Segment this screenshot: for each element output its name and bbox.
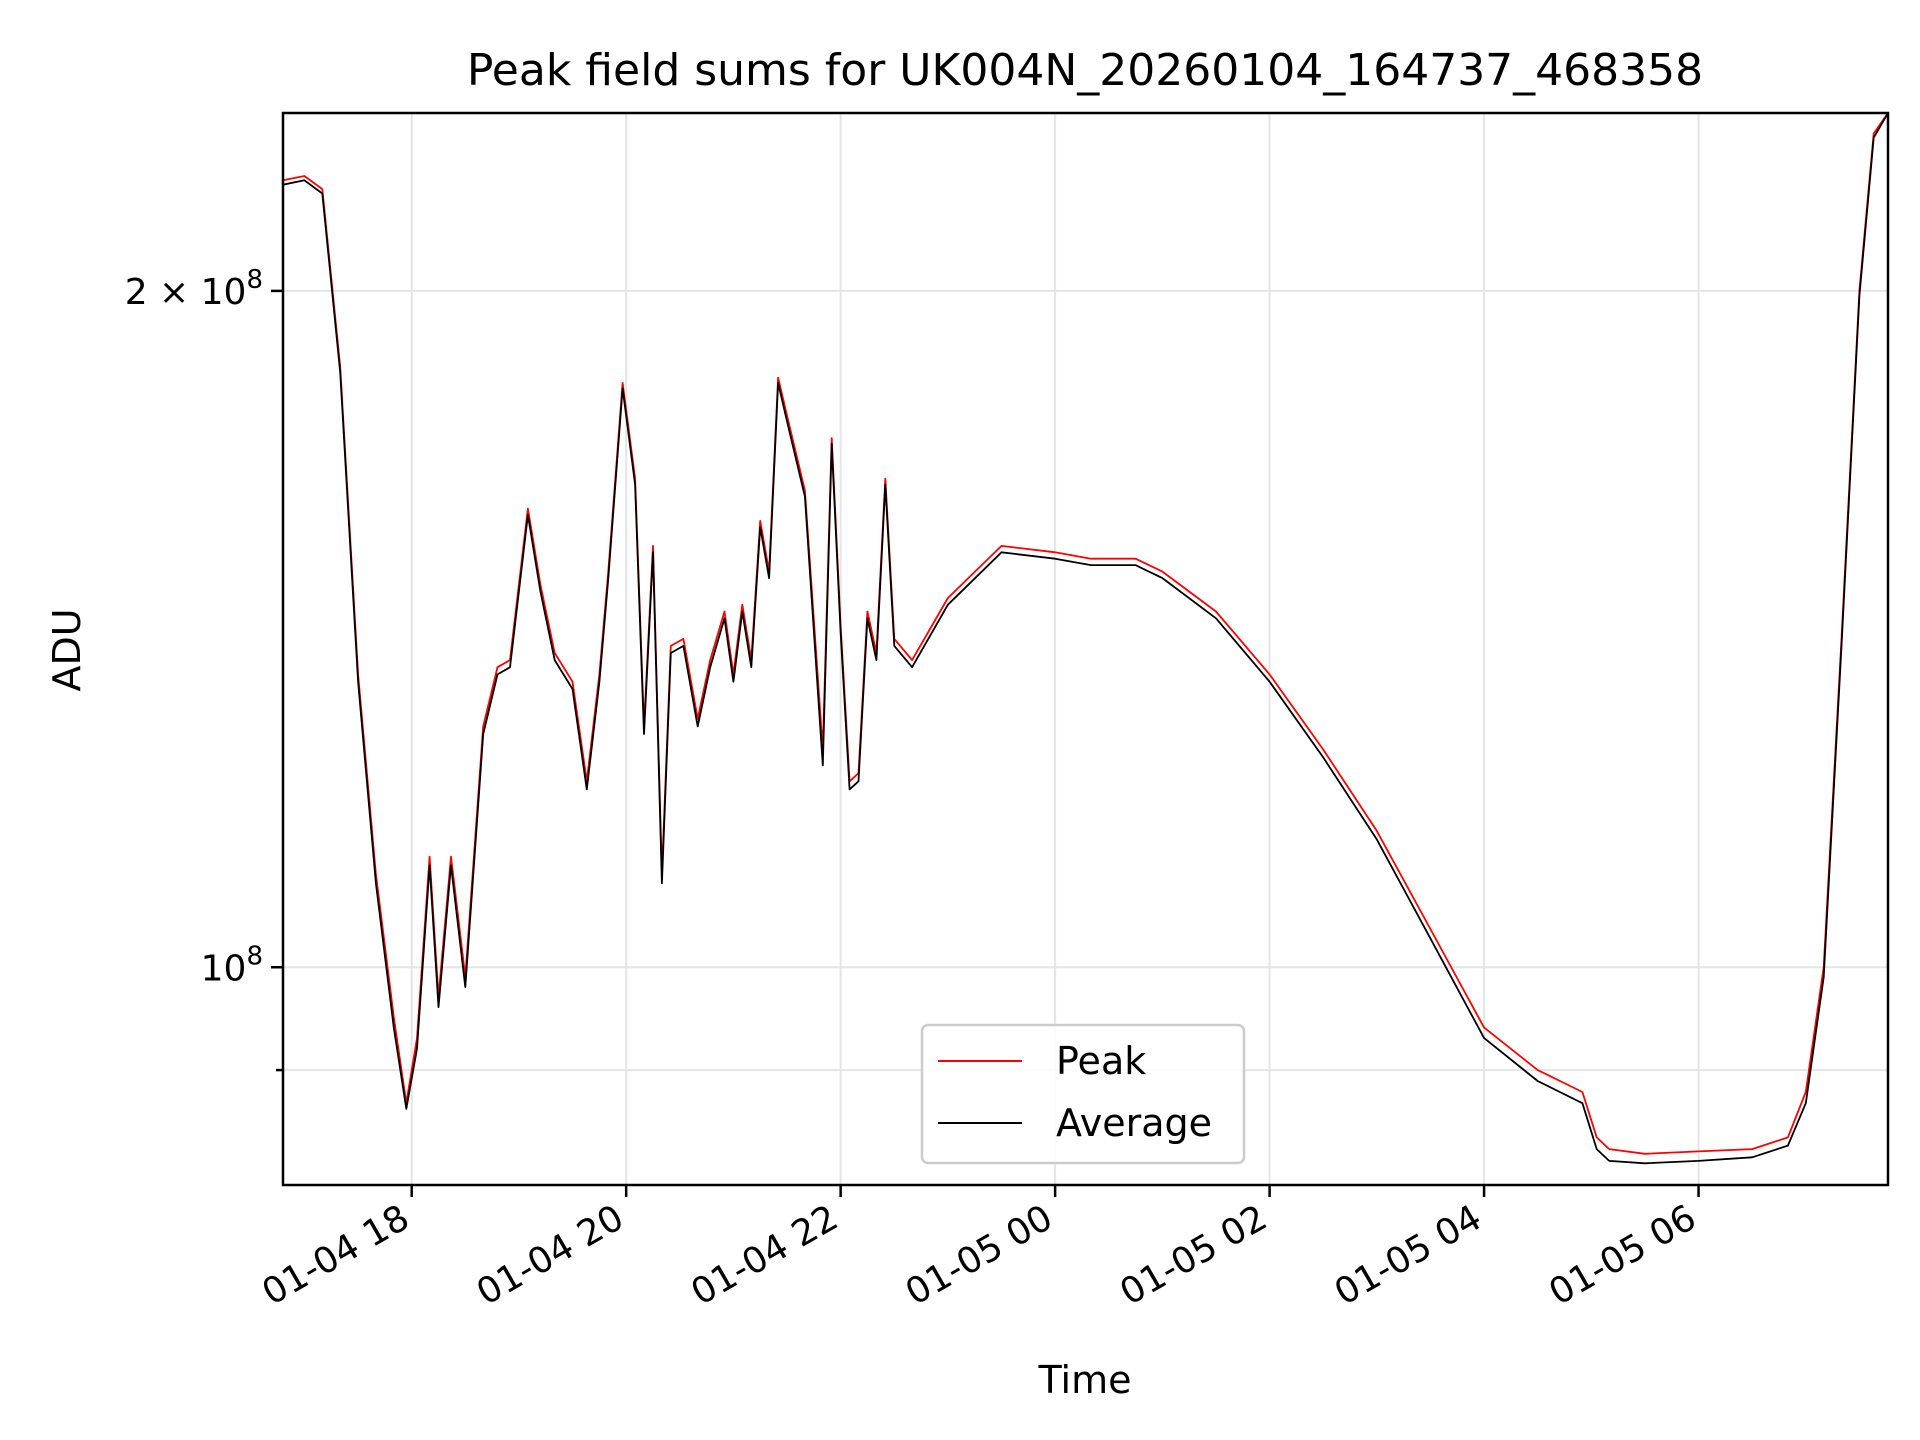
legend: Peak Average [920, 1023, 1246, 1165]
y-tick-label: 2 × 108 [125, 265, 263, 313]
x-tick-label: 01-05 04 [1328, 1197, 1489, 1313]
series-line-peak [283, 113, 1888, 1155]
x-tick-label: 01-04 20 [470, 1197, 631, 1313]
y-tick-exponent: 8 [246, 941, 263, 971]
plot-frame [281, 111, 1890, 1187]
legend-label-average: Average [1056, 1101, 1212, 1145]
legend-box [920, 1023, 1246, 1165]
x-tick-label: 01-04 22 [684, 1197, 845, 1313]
x-axis-ticks: 01-04 18 01-04 20 01-04 22 01-05 00 01-05 02… [256, 1185, 1703, 1314]
chart-title: Peak field sums for UK004N_20260104_1647… [467, 45, 1703, 96]
x-tick-label: 01-05 00 [899, 1197, 1060, 1313]
x-tick-label: 01-05 06 [1542, 1197, 1703, 1313]
series-layer [283, 113, 1888, 1165]
x-axis-label: Time [1038, 1358, 1132, 1402]
legend-label-peak: Peak [1056, 1039, 1146, 1083]
y-tick-exponent: 8 [246, 265, 263, 295]
y-axis-label: ADU [45, 608, 89, 691]
grid [283, 113, 1888, 1185]
x-tick-label: 01-05 02 [1113, 1197, 1274, 1313]
y-tick-label: 108 [201, 941, 263, 989]
y-tick-base: 2 × 10 [125, 272, 247, 313]
y-tick-base: 10 [201, 948, 247, 989]
series-line-average [283, 113, 1888, 1165]
x-tick-label: 01-04 18 [256, 1197, 417, 1313]
